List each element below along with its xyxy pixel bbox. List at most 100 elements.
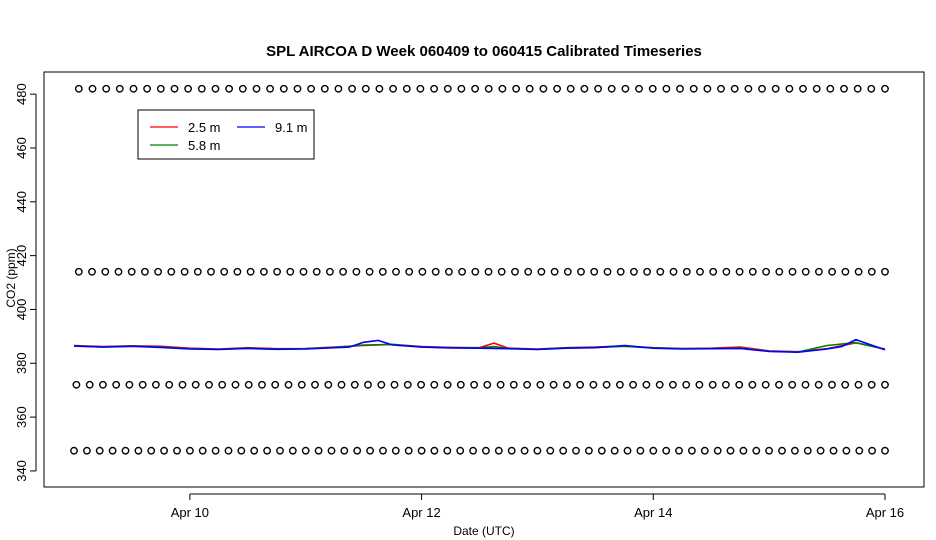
reference-point [662, 446, 671, 455]
reference-point [655, 380, 664, 389]
reference-point [509, 380, 518, 389]
reference-point [379, 446, 387, 455]
reference-point [273, 267, 281, 276]
reference-point [339, 267, 347, 276]
reference-point [722, 380, 730, 389]
reference-point [597, 446, 606, 455]
reference-point [258, 380, 266, 389]
reference-point [184, 84, 193, 93]
reference-point [739, 446, 748, 455]
reference-point [563, 380, 571, 389]
reference-point [881, 446, 889, 455]
reference-point [735, 380, 744, 389]
reference-point [238, 84, 247, 93]
reference-point [180, 267, 189, 276]
reference-point [443, 84, 452, 93]
reference-point [225, 84, 234, 93]
reference-point [143, 84, 152, 93]
reference-point [418, 267, 427, 276]
reference-point [703, 84, 712, 93]
reference-point [299, 267, 308, 276]
reference-point [511, 267, 519, 276]
reference-point [458, 267, 466, 276]
legend-label: 9.1 m [275, 120, 308, 135]
reference-point [566, 84, 575, 93]
reference-point [523, 380, 531, 389]
reference-point [165, 380, 174, 389]
reference-point [378, 267, 387, 276]
reference-point [771, 84, 780, 93]
reference-point [443, 380, 452, 389]
reference-point [801, 267, 810, 276]
reference-point [700, 446, 709, 455]
reference-point [580, 84, 589, 93]
reference-point [314, 446, 323, 455]
reference-point [403, 380, 412, 389]
reference-point [311, 380, 319, 389]
reference-point [352, 267, 361, 276]
reference-point [758, 84, 766, 93]
reference-point [224, 446, 233, 455]
y-tick-label: 340 [14, 460, 29, 482]
reference-point [812, 84, 821, 93]
reference-point [170, 84, 179, 93]
reference-point [211, 446, 220, 455]
reference-point [829, 446, 838, 455]
reference-point [366, 446, 374, 455]
reference-point [392, 267, 400, 276]
reference-point [484, 267, 493, 276]
reference-point [127, 267, 136, 276]
reference-point [610, 446, 619, 455]
reference-point [682, 267, 691, 276]
reference-point [297, 380, 306, 389]
reference-point [443, 446, 452, 455]
reference-point [431, 267, 440, 276]
reference-point [390, 380, 399, 389]
reference-point [815, 267, 823, 276]
reference-point [284, 380, 293, 389]
reference-point [803, 446, 812, 455]
reference-point [826, 84, 835, 93]
reference-point [816, 446, 825, 455]
reference-point [669, 380, 677, 389]
reference-point [218, 380, 227, 389]
reference-point [594, 84, 602, 93]
reference-point [95, 446, 104, 455]
x-axis-label: Date (UTC) [453, 524, 514, 538]
reference-point [101, 267, 110, 276]
reference-point [484, 84, 493, 93]
reference-point [483, 380, 492, 389]
reference-point [151, 380, 160, 389]
reference-point [279, 84, 288, 93]
reference-point [340, 446, 349, 455]
reference-point [867, 84, 876, 93]
reference-point [881, 84, 889, 93]
reference-point [470, 380, 478, 389]
reference-point [320, 84, 329, 93]
reference-point [867, 267, 876, 276]
reference-point [709, 267, 718, 276]
reference-point [231, 380, 240, 389]
reference-point [855, 446, 864, 455]
reference-point [88, 267, 96, 276]
reference-point [83, 446, 91, 455]
reference-point [220, 267, 229, 276]
reference-point [662, 84, 671, 93]
reference-point [590, 267, 599, 276]
y-tick-label: 420 [14, 245, 29, 267]
reference-point [115, 84, 124, 93]
x-tick-label: Apr 16 [866, 505, 904, 520]
reference-point [841, 267, 850, 276]
reference-point [156, 84, 165, 93]
reference-point [324, 380, 333, 389]
reference-point [629, 380, 637, 389]
reference-point [293, 84, 302, 93]
reference-point [430, 446, 439, 455]
reference-point [402, 84, 411, 93]
reference-point [881, 267, 889, 276]
reference-point [471, 267, 480, 276]
reference-point [867, 380, 876, 389]
reference-point [713, 446, 722, 455]
reference-point [276, 446, 284, 455]
reference-point [854, 380, 863, 389]
